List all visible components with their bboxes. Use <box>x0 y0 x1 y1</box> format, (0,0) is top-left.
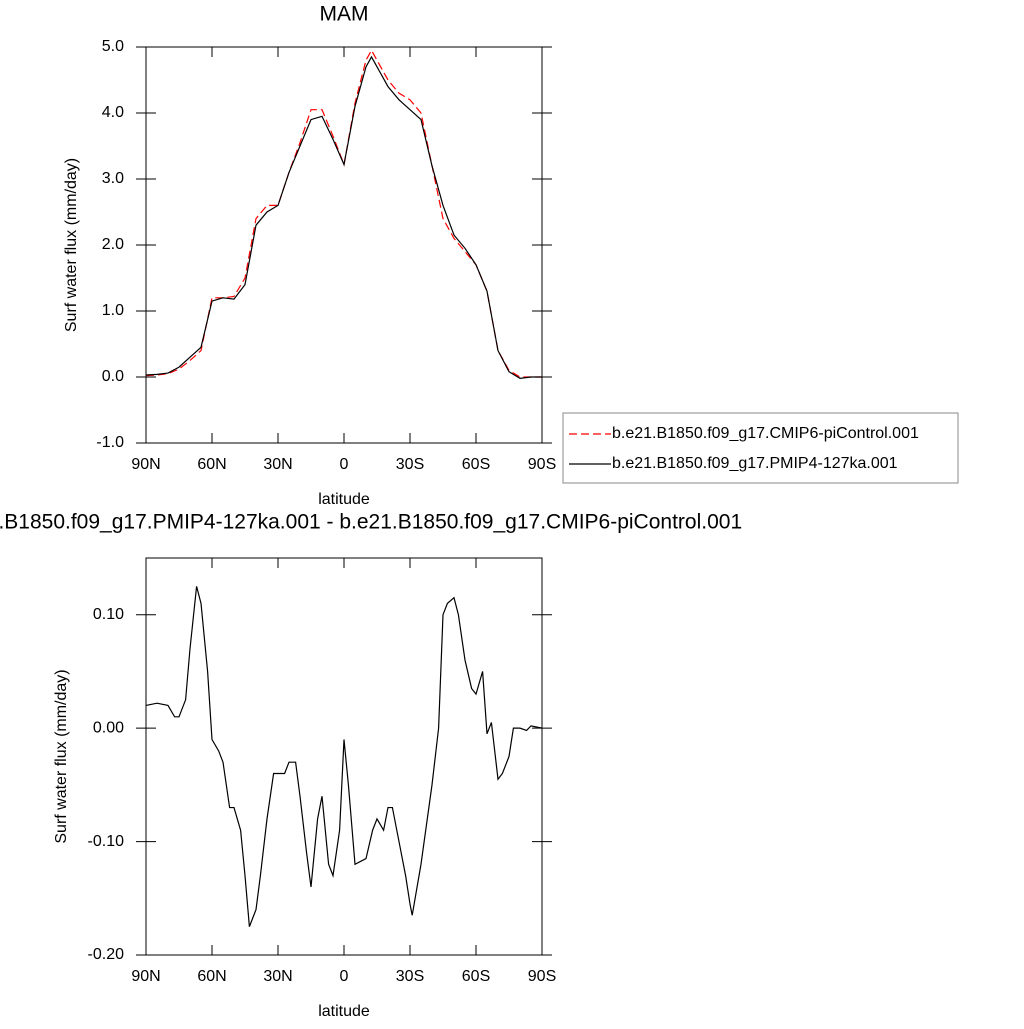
y-tick-label: 0.0 <box>102 368 124 385</box>
x-tick-label: 30N <box>263 456 292 473</box>
x-tick-label: 0 <box>340 968 349 985</box>
x-tick-label: 90S <box>528 456 556 473</box>
x-tick-label: 90N <box>131 968 160 985</box>
x-tick-label: 90S <box>528 968 556 985</box>
x-axis-label: latitude <box>318 1003 370 1020</box>
x-tick-label: 90N <box>131 456 160 473</box>
y-tick-label: 5.0 <box>102 38 124 55</box>
legend-label: b.e21.B1850.f09_g17.CMIP6-piControl.001 <box>612 425 919 442</box>
y-tick-label: 3.0 <box>102 170 124 187</box>
x-axis-label: latitude <box>318 491 370 508</box>
x-tick-label: 30N <box>263 968 292 985</box>
x-tick-label: 60N <box>197 968 226 985</box>
x-tick-label: 0 <box>340 456 349 473</box>
x-tick-label: 60S <box>462 456 490 473</box>
x-tick-label: 60S <box>462 968 490 985</box>
x-tick-label: 60N <box>197 456 226 473</box>
chart-title: b.e21.B1850.f09_g17.PMIP4-127ka.001 - b.… <box>0 511 742 534</box>
y-tick-label: 1.0 <box>102 302 124 319</box>
y-tick-label: -0.10 <box>88 833 125 850</box>
chart-title: MAM <box>320 3 369 26</box>
x-tick-label: 30S <box>396 968 424 985</box>
legend-box <box>562 412 959 484</box>
y-tick-label: 0.00 <box>93 719 124 736</box>
y-tick-label: 2.0 <box>102 236 124 253</box>
y-tick-label: 0.10 <box>93 606 124 623</box>
plot-frame <box>145 46 543 444</box>
plot-frame <box>145 557 543 956</box>
y-tick-label: -0.20 <box>88 946 125 963</box>
y-tick-label: 4.0 <box>102 104 124 121</box>
y-tick-label: -1.0 <box>96 434 124 451</box>
legend-label: b.e21.B1850.f09_g17.PMIP4-127ka.001 <box>612 455 898 472</box>
data-line <box>145 586 543 927</box>
x-tick-label: 30S <box>396 456 424 473</box>
y-axis-label: Surf water flux (mm/day) <box>63 158 80 332</box>
y-axis-label: Surf water flux (mm/day) <box>53 669 70 843</box>
data-line <box>145 55 542 379</box>
